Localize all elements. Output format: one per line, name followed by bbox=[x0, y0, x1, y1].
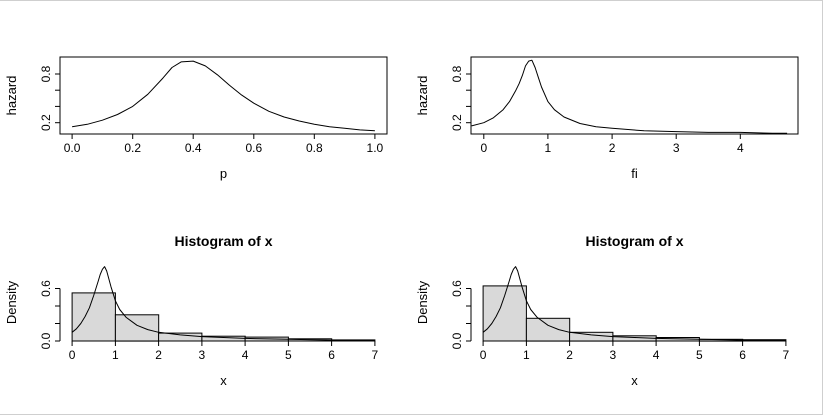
histogram-of-x-right-svg: 0 1 2 3 4 5 6 7 0.0 0.6 Histogram of x x Density bbox=[415, 233, 790, 388]
x-tick-label: 1 bbox=[545, 141, 552, 155]
y-tick-label: 0.0 bbox=[450, 332, 464, 349]
hazard-vs-fi-svg: 0 1 2 3 4 0.2 0.8 fi hazard bbox=[415, 56, 799, 181]
x-tick-label: 3 bbox=[673, 141, 680, 155]
hazard-curve bbox=[72, 60, 375, 132]
x-tick-label: 2 bbox=[155, 348, 162, 362]
x-tick-label: 0 bbox=[480, 141, 487, 155]
hazard-curve bbox=[471, 59, 788, 134]
plot-box bbox=[59, 56, 388, 135]
x-axis-label: p bbox=[220, 166, 227, 181]
y-tick-label: 0.6 bbox=[39, 280, 53, 297]
x-tick-label: 4 bbox=[737, 141, 744, 155]
x-tick-label: 2 bbox=[609, 141, 616, 155]
x-tick-label: 3 bbox=[199, 348, 206, 362]
y-axis-label: hazard bbox=[4, 76, 19, 116]
x-axis-label: x bbox=[220, 373, 227, 388]
density-curve bbox=[71, 266, 375, 341]
x-tick-label: 5 bbox=[696, 348, 703, 362]
x-tick-label: 7 bbox=[783, 348, 790, 362]
chart-title: Histogram of x bbox=[174, 233, 272, 249]
y-axis-label: Density bbox=[415, 280, 430, 324]
x-tick-label: 6 bbox=[328, 348, 335, 362]
x-tick-label: 0.4 bbox=[185, 141, 202, 155]
y-tick-label: 0.8 bbox=[450, 65, 464, 82]
plot-box bbox=[470, 56, 799, 135]
x-tick-label: 1 bbox=[112, 348, 119, 362]
histogram-x-plot-left: 0 1 2 3 4 5 6 7 0.0 0.6 Histogram of x x Density bbox=[0, 208, 411, 415]
histogram-x-plot-right: 0 1 2 3 4 5 6 7 0.0 0.6 Histogram of x x Density bbox=[411, 208, 822, 415]
y-tick-label: 0.6 bbox=[450, 280, 464, 297]
y-tick-label: 0.8 bbox=[39, 65, 53, 82]
x-tick-label: 0 bbox=[69, 348, 76, 362]
x-tick-label: 0.2 bbox=[124, 141, 141, 155]
y-tick-label: 0.2 bbox=[39, 114, 53, 131]
x-tick-label: 4 bbox=[653, 348, 660, 362]
y-axis-label: Density bbox=[4, 280, 19, 324]
hazard-vs-fi-plot: 0 1 2 3 4 0.2 0.8 fi hazard bbox=[411, 1, 822, 208]
hazard-vs-p-plot: 0.0 0.2 0.4 0.6 0.8 1.0 0.2 0.8 p hazard bbox=[0, 1, 411, 208]
hazard-vs-p-svg: 0.0 0.2 0.4 0.6 0.8 1.0 0.2 0.8 p hazard bbox=[4, 56, 388, 181]
y-tick-label: 0.2 bbox=[450, 114, 464, 131]
x-tick-label: 0 bbox=[480, 348, 487, 362]
x-tick-label: 4 bbox=[242, 348, 249, 362]
hist-bar bbox=[114, 314, 160, 342]
x-tick-label: 6 bbox=[739, 348, 746, 362]
x-axis-label: fi bbox=[631, 166, 638, 181]
x-tick-label: 0.6 bbox=[245, 141, 262, 155]
x-tick-label: 7 bbox=[372, 348, 379, 362]
y-axis-label: hazard bbox=[415, 76, 430, 116]
hist-bar bbox=[158, 332, 203, 342]
x-axis-label: x bbox=[631, 373, 638, 388]
histogram-of-x-left-svg: 0 1 2 3 4 5 6 7 0.0 0.6 Histogram of x x Density bbox=[4, 233, 379, 388]
hist-bar bbox=[569, 331, 614, 342]
hist-bar bbox=[525, 317, 571, 342]
x-tick-label: 0.8 bbox=[306, 141, 323, 155]
x-tick-label: 1.0 bbox=[367, 141, 384, 155]
x-tick-label: 0.0 bbox=[64, 141, 81, 155]
y-tick-label: 0.0 bbox=[39, 332, 53, 349]
chart-title: Histogram of x bbox=[585, 233, 683, 249]
hist-bar bbox=[71, 292, 116, 342]
x-tick-label: 3 bbox=[610, 348, 617, 362]
x-tick-label: 2 bbox=[566, 348, 573, 362]
x-tick-label: 1 bbox=[523, 348, 530, 362]
x-tick-label: 5 bbox=[285, 348, 292, 362]
density-curve bbox=[482, 266, 786, 341]
